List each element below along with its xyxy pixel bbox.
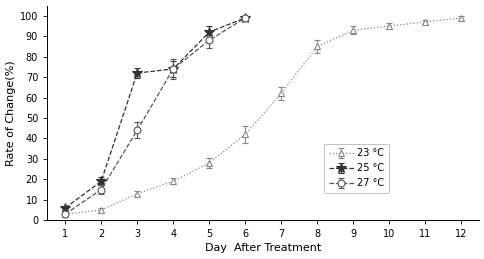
Y-axis label: Rate of Change(%): Rate of Change(%) xyxy=(5,60,15,166)
Legend: 23 °C, 25 °C, 27 °C: 23 °C, 25 °C, 27 °C xyxy=(324,143,389,193)
X-axis label: Day  After Treatment: Day After Treatment xyxy=(205,243,321,254)
